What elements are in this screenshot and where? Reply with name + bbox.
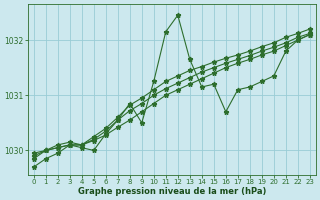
X-axis label: Graphe pression niveau de la mer (hPa): Graphe pression niveau de la mer (hPa): [77, 187, 266, 196]
